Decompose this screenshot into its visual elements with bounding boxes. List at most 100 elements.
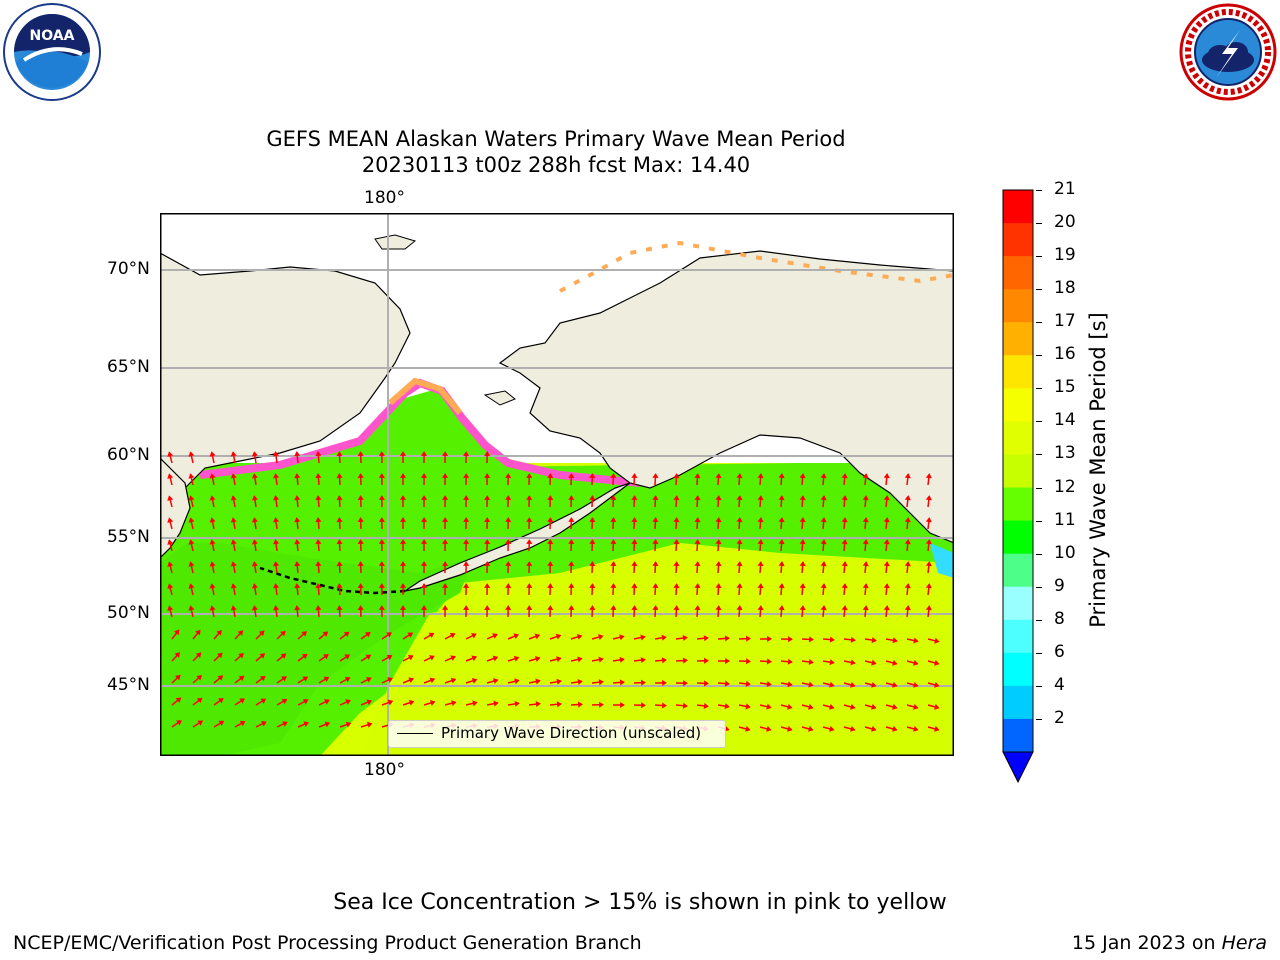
noaa-logo-text: NOAA (30, 28, 75, 44)
wave-arrow-head (568, 495, 575, 500)
wave-arrow-head (598, 634, 604, 641)
colorbar-tick-label: 16 (1054, 344, 1076, 365)
wave-arrow-head (641, 702, 646, 709)
colorbar-tick-mark (1036, 652, 1042, 654)
wave-arrow-head (673, 517, 680, 523)
colorbar-segment (1003, 718, 1033, 753)
wave-arrow-head (547, 561, 554, 566)
wave-arrow-head (167, 517, 174, 523)
colorbar-tick-label: 14 (1054, 410, 1076, 431)
wave-arrow-head (505, 495, 512, 500)
wave-arrow-head (251, 495, 258, 501)
wave-arrow-head (357, 517, 364, 523)
wave-arrow-head (176, 720, 182, 726)
wave-arrow-head (273, 517, 280, 523)
wave-arrow-head (904, 495, 911, 501)
wave-arrow-head (399, 583, 407, 588)
wave-arrow-head (862, 495, 869, 501)
wave-arrow-head (357, 539, 364, 545)
wave-arrow-head (294, 517, 301, 523)
cyan-patch (930, 543, 954, 578)
wave-arrow-head (484, 583, 491, 588)
wave-arrow-head (904, 517, 911, 523)
sea-ice-note: Sea Ice Concentration > 15% is shown in … (333, 890, 947, 915)
wave-arrow-head (808, 681, 814, 688)
wave-arrow-head (230, 583, 237, 589)
wave-arrow-head (757, 495, 764, 501)
wave-arrow-head (778, 517, 785, 523)
wave-arrow-head (841, 605, 848, 611)
wave-arrow-head (315, 561, 322, 567)
wave-arrow-head (883, 495, 890, 501)
land-kamchatka (160, 457, 191, 559)
colorbar-tick-label: 4 (1054, 674, 1065, 695)
wave-arrow-head (799, 561, 806, 567)
wave-arrow-head (745, 635, 751, 642)
colorbar-tick-mark (1036, 718, 1042, 720)
wave-arrow-head (442, 561, 449, 566)
wave-arrow-head (904, 473, 911, 479)
wave-arrow-head (294, 561, 301, 567)
wave-arrow-head (420, 605, 428, 610)
wave-arrow-head (273, 495, 280, 501)
wave-arrow-head (631, 495, 638, 501)
wave-arrow-head (829, 681, 835, 688)
wave-arrow-head (209, 605, 216, 611)
wave-arrow-head (505, 539, 512, 544)
wave-arrow-head (871, 703, 877, 710)
wave-arrow-head (420, 583, 428, 588)
wave-arrow-head (173, 629, 180, 636)
wave-arrow-head (892, 725, 898, 732)
wave-arrow-head (547, 605, 554, 610)
wave-arrow-head (820, 561, 827, 567)
wave-arrow-head (661, 634, 667, 641)
wave-arrow-head (883, 605, 890, 611)
wave-arrow-head (238, 675, 245, 682)
wave-arrow-head (167, 473, 174, 479)
wave-arrow-head (547, 495, 554, 500)
wave-arrow-head (799, 539, 806, 545)
wave-arrow-head (378, 495, 385, 500)
wave-arrow-head (841, 517, 848, 523)
wave-arrow-head (736, 473, 743, 479)
wave-arrow-head (568, 517, 575, 522)
wave-arrow-head (598, 679, 604, 686)
wave-arrow-head (925, 517, 932, 523)
wave-arrow-head (273, 451, 280, 457)
wave-arrow-head (357, 605, 364, 611)
colorbar-tick-mark (1036, 322, 1042, 324)
colorbar-tick-label: 20 (1054, 212, 1076, 233)
wave-arrow-head (197, 720, 204, 726)
lon-label-top: 180° (364, 188, 405, 208)
wave-arrow-head (484, 451, 491, 456)
wave-arrow-head (251, 605, 258, 611)
wave-arrow-head (505, 517, 512, 522)
wave-arrow-head (778, 473, 785, 479)
wave-arrow-head (682, 702, 688, 709)
wave-arrow-head (704, 657, 709, 664)
wave-arrow-head (429, 655, 435, 661)
wave-arrow-head (787, 703, 793, 710)
wave-arrow-head (301, 631, 307, 637)
wave-arrow-head (683, 680, 688, 687)
wave-arrow-head (736, 561, 743, 567)
colorbar-outline (1002, 189, 1034, 753)
wave-arrow-head (555, 633, 562, 640)
wave-arrow-head (556, 656, 562, 663)
wave-arrow-head (925, 561, 932, 567)
wave-arrow-head (767, 635, 772, 642)
wave-arrow-head (282, 721, 288, 727)
wave-arrow-head (568, 561, 575, 566)
wave-arrow-head (357, 495, 364, 501)
colorbar-underflow-triangle (1002, 751, 1034, 784)
wave-arrow-head (535, 701, 541, 708)
wave-arrow-head (336, 605, 343, 611)
wave-arrow-head (484, 517, 491, 522)
wave-arrow-head (294, 495, 301, 501)
wave-arrow-head (336, 495, 343, 501)
wave-arrow-head (736, 539, 743, 545)
wave-arrow-head (631, 583, 638, 589)
colorbar-segment (1003, 520, 1033, 555)
wave-arrow-head (493, 678, 499, 685)
wave-arrow-head (303, 721, 309, 727)
